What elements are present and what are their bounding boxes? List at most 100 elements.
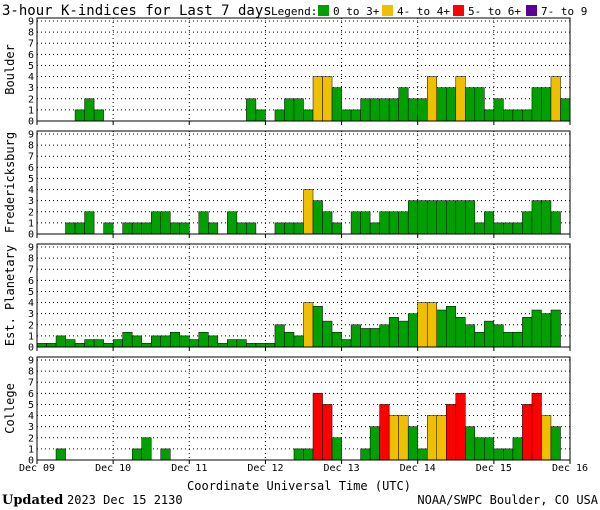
kp-bar (484, 320, 495, 348)
kp-bar (198, 331, 209, 348)
y-tick-label: 6 (28, 50, 34, 61)
kp-bar (55, 335, 66, 348)
legend-swatch (318, 5, 329, 16)
kp-bar (550, 426, 561, 461)
kp-bar (417, 302, 428, 348)
kp-bar (274, 324, 285, 348)
kp-bar (493, 98, 504, 122)
kp-bar (341, 339, 352, 348)
kp-bar (331, 222, 342, 235)
kp-bar (426, 415, 438, 461)
kp-bar (369, 426, 380, 461)
kp-bar (331, 437, 342, 461)
kp-bar (227, 339, 238, 348)
x-tick-label: Dec 11 (171, 463, 207, 474)
kp-bar (417, 448, 428, 461)
y-tick-label: 3 (28, 196, 34, 207)
kp-bar (141, 437, 152, 461)
x-tick-label: Dec 12 (247, 463, 283, 474)
kp-bar (293, 448, 304, 461)
y-tick-label: 3 (28, 83, 34, 94)
kp-bar (131, 222, 142, 235)
y-tick-label: 2 (28, 207, 34, 218)
kp-bar (426, 302, 438, 348)
kp-bar (293, 335, 304, 348)
kp-bar (446, 87, 457, 122)
kp-bar (426, 200, 438, 235)
kp-bar (170, 222, 181, 235)
kp-bar (350, 211, 361, 235)
y-tick-label: 1 (28, 331, 34, 342)
y-tick-label: 7 (28, 39, 34, 50)
kp-bar (417, 200, 428, 235)
y-tick-label: 0 (28, 343, 34, 354)
kp-bar (512, 222, 523, 235)
y-tick-label: 8 (28, 28, 34, 39)
kp-bar (236, 222, 247, 235)
y-tick-label: 7 (28, 378, 34, 389)
kp-bar (284, 98, 295, 122)
kp-bar (379, 404, 390, 461)
kp-bar (360, 328, 371, 348)
y-tick-label: 7 (28, 152, 34, 163)
kp-bar (465, 87, 476, 122)
kp-bar (274, 109, 285, 122)
y-tick-label: 4 (28, 298, 34, 309)
kp-bar (503, 109, 514, 122)
y-tick-label: 6 (28, 163, 34, 174)
kp-bar (550, 211, 561, 235)
kp-bar (112, 339, 123, 348)
kp-bar (93, 339, 104, 348)
kp-bar (369, 328, 380, 348)
kp-bar (322, 211, 333, 235)
kp-bar (293, 98, 304, 122)
kp-bar (131, 448, 142, 461)
legend-entry: 4- to 4+ (397, 5, 450, 18)
kp-bar (65, 339, 76, 348)
y-tick-label: 4 (28, 72, 34, 83)
kp-bar (407, 98, 418, 122)
y-tick-label: 4 (28, 185, 34, 196)
kp-bar (150, 335, 161, 348)
x-tick-label: Dec 16 (552, 463, 588, 474)
kp-bar (170, 331, 181, 348)
y-tick-label: 9 (28, 356, 34, 367)
kp-bar (312, 393, 323, 461)
kp-bar (436, 200, 447, 235)
y-tick-label: 1 (28, 105, 34, 116)
panels: 0123456789Boulder0123456789Fredericksbur… (3, 17, 571, 467)
kp-bar (541, 415, 552, 461)
kp-bar (331, 87, 342, 122)
y-tick-label: 8 (28, 141, 34, 152)
kp-bar (303, 302, 314, 348)
kp-bar (531, 309, 542, 348)
kp-bar (407, 200, 418, 235)
kp-bar (160, 335, 171, 348)
legend: 0 to 3+ 4- to 4+ 5- to 6+ 7- to 9 (318, 5, 587, 18)
y-tick-label: 9 (28, 17, 34, 28)
kp-bar (46, 343, 57, 348)
kp-bar (312, 76, 323, 122)
kp-bar (246, 343, 257, 348)
legend-label: Legend: (271, 5, 317, 18)
kp-bar (208, 222, 219, 235)
kp-bar (274, 222, 285, 235)
kp-bar (522, 317, 533, 348)
kp-bar (303, 189, 314, 235)
kp-bar (160, 448, 171, 461)
kp-bar (74, 343, 85, 348)
kp-bar (522, 404, 533, 461)
x-tick-label: Dec 10 (95, 463, 131, 474)
kp-bar (474, 222, 485, 235)
kp-bar (426, 76, 438, 122)
kp-bar (388, 98, 399, 122)
kp-bar (493, 324, 504, 348)
kp-bar (484, 211, 495, 235)
panel-label: College (3, 383, 17, 434)
kp-bar (360, 211, 371, 235)
y-tick-label: 5 (28, 287, 34, 298)
x-axis-title: Coordinate Universal Time (UTC) (187, 479, 411, 493)
kp-bar (541, 313, 552, 348)
y-tick-label: 3 (28, 309, 34, 320)
